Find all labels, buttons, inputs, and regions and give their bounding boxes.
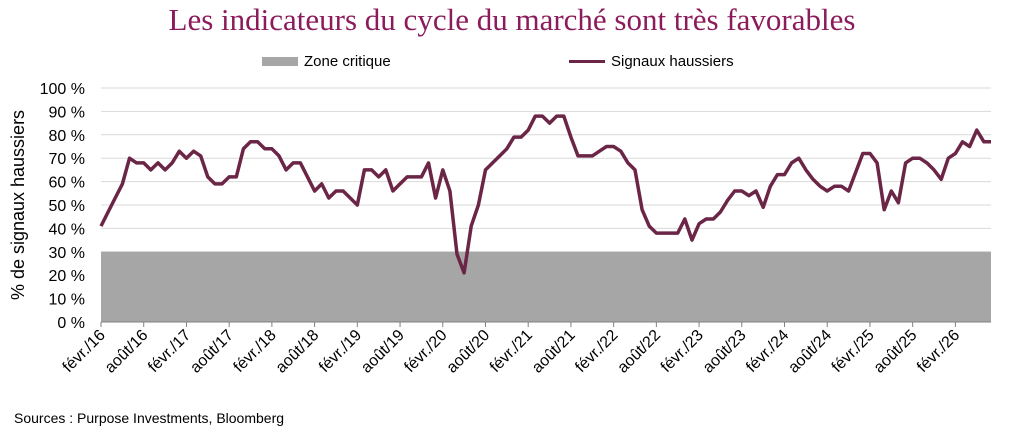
x-tick-label: août/22	[614, 327, 664, 377]
x-tick-label: août/18	[273, 327, 323, 377]
chart-title: Les indicateurs du cycle du marché sont …	[168, 2, 856, 37]
y-tick-label: 40 %	[49, 221, 85, 238]
y-axis-label: % de signaux haussiers	[8, 110, 28, 300]
y-tick-label: 70 %	[49, 151, 85, 168]
legend-swatch-line	[569, 60, 605, 63]
y-tick-label: 30 %	[49, 245, 85, 262]
y-tick-label: 20 %	[49, 268, 85, 285]
legend-item-signaux-haussiers: Signaux haussiers	[569, 53, 734, 70]
x-tick-label: févr./19	[316, 327, 365, 376]
x-tick-label: févr./23	[658, 327, 707, 376]
x-tick-label: févr./24	[743, 327, 792, 376]
legend-label-signaux-haussiers: Signaux haussiers	[611, 53, 734, 70]
y-tick-label: 0 %	[57, 315, 85, 332]
x-tick-label: févr./21	[487, 327, 536, 376]
x-tick-label: févr./17	[145, 327, 194, 376]
x-tick-label: févr./25	[829, 327, 878, 376]
x-tick-label: août/19	[358, 327, 408, 377]
x-tick-label: août/20	[444, 327, 494, 377]
y-tick-label: 100 %	[40, 81, 85, 98]
x-tick-label: août/23	[700, 327, 750, 377]
y-tick-label: 10 %	[49, 292, 85, 309]
x-tick-label: août/21	[529, 327, 579, 377]
series-line-signaux-haussiers	[99, 114, 991, 275]
y-tick-label: 50 %	[49, 198, 85, 215]
legend-swatch-area	[262, 57, 298, 66]
x-tick-label: févr./18	[231, 327, 280, 376]
x-tick-label: févr./26	[914, 327, 963, 376]
x-tick-label: août/25	[871, 327, 921, 377]
legend-item-zone-critique: Zone critique	[262, 53, 391, 70]
chart-legend: Zone critique Signaux haussiers	[0, 53, 1024, 73]
x-tick-label: févr./22	[572, 327, 621, 376]
y-tick-label: 90 %	[49, 104, 85, 121]
y-tick-label: 60 %	[49, 175, 85, 192]
source-note: Sources : Purpose Investments, Bloomberg	[14, 410, 285, 426]
y-tick-label: 80 %	[49, 128, 85, 145]
x-tick-label: févr./20	[401, 327, 450, 376]
critical-zone-area	[101, 251, 991, 322]
x-tick-label: août/17	[187, 327, 237, 377]
x-tick-label: févr./16	[60, 327, 109, 376]
legend-label-zone-critique: Zone critique	[304, 53, 391, 70]
x-tick-label: août/16	[102, 327, 152, 377]
x-tick-label: août/24	[785, 327, 835, 377]
